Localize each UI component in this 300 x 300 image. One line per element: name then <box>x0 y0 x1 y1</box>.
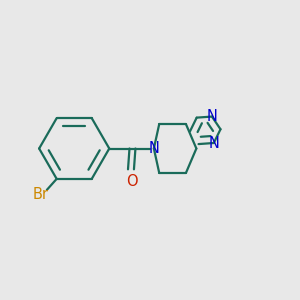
Text: Br: Br <box>33 187 49 202</box>
Text: N: N <box>206 109 218 124</box>
Text: N: N <box>148 141 159 156</box>
Text: N: N <box>208 136 219 151</box>
Text: O: O <box>126 174 138 189</box>
